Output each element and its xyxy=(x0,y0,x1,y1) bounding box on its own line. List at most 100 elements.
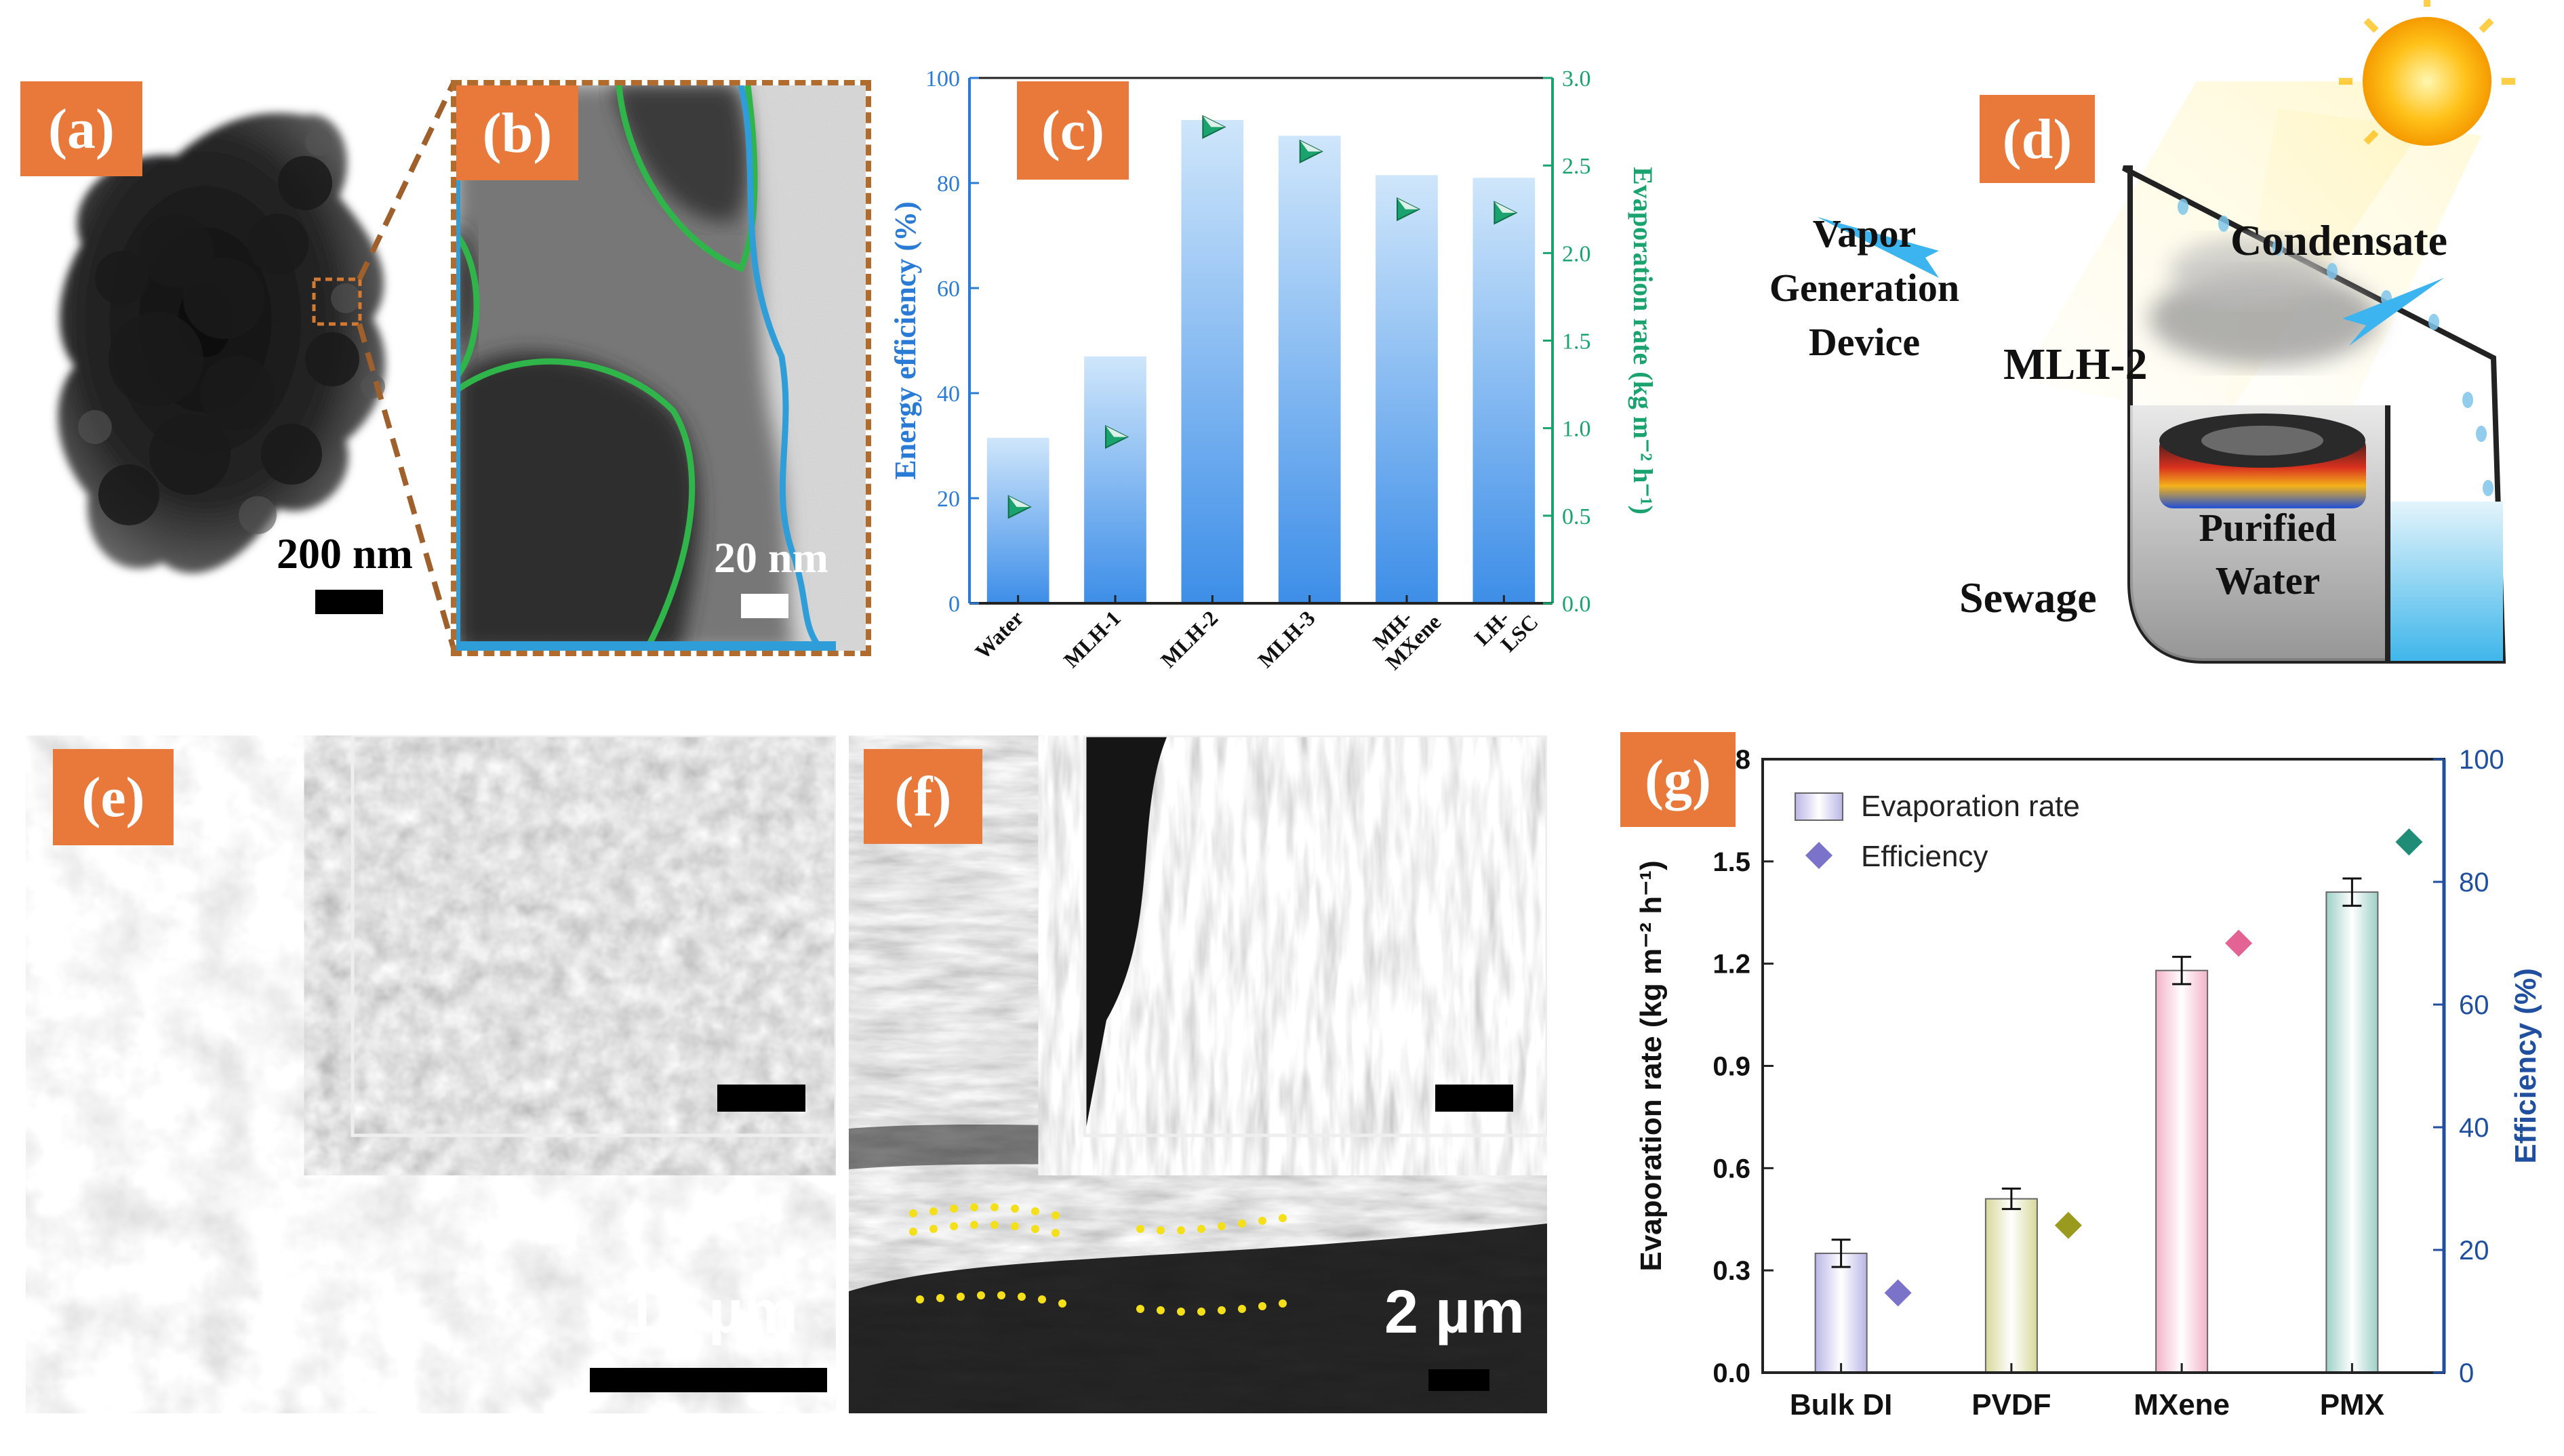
legend-swatch-efficiency xyxy=(1805,842,1832,869)
panel-c: 0 20 40 60 80 100 0.0 0.5 1.0 1.5 2.0 2.5 3.0 Water ML… xyxy=(881,61,1668,712)
tem-overview-image xyxy=(20,75,441,671)
marker-highlight xyxy=(1494,201,1517,213)
panel-label-c: (c) xyxy=(1017,81,1129,180)
marker-efficiency xyxy=(2225,929,2253,957)
y-axis-label-left: Evaporation rate (kg m⁻² h⁻¹) xyxy=(1635,860,1668,1271)
bar-energy-efficiency xyxy=(1278,136,1341,603)
bar-evaporation-rate xyxy=(1814,1253,1868,1373)
x-tick-label-line: MLH-3 xyxy=(1253,605,1319,672)
y-tick-label-left: 0.0 xyxy=(1712,1358,1750,1388)
evaporation-device-schematic xyxy=(1817,0,2515,664)
y-tick-label-left: 40 xyxy=(937,382,960,407)
y-axis-label-right: Efficiency (%) xyxy=(2509,968,2542,1164)
panel-label-a: (a) xyxy=(20,81,142,176)
marker-highlight xyxy=(1008,496,1030,507)
y-tick-label-right: 0.0 xyxy=(1562,592,1591,617)
vapor-line-1: Vapor xyxy=(1812,211,1917,256)
x-tick-label-line: Water xyxy=(970,605,1028,664)
y-tick-label-right: 2.0 xyxy=(1562,241,1591,266)
scale-bar-label-e: 10 µm xyxy=(624,1278,798,1346)
marker-highlight xyxy=(1397,198,1419,209)
y-tick-label-left: 20 xyxy=(937,487,960,512)
panel-label-f: (f) xyxy=(864,749,982,844)
y-tick-label-right: 1.0 xyxy=(1562,417,1591,442)
x-tick-label: MLH-1 xyxy=(1059,605,1125,672)
x-tick-label: MXene xyxy=(2134,1388,2230,1421)
bar-energy-efficiency xyxy=(1181,120,1244,603)
panel-a: (a) 200 nm xyxy=(20,75,441,671)
x-tick-label-line: MLH-2 xyxy=(1156,605,1222,672)
x-tick-label: Water xyxy=(970,605,1028,664)
bar-evaporation-rate xyxy=(1984,1198,2038,1373)
sun-icon xyxy=(2363,17,2491,146)
y-tick-label-left: 0 xyxy=(948,592,960,617)
chart-g: 0.00.30.60.91.21.51.8020406080100Bulk DI… xyxy=(1635,745,2542,1421)
panel-e: (e) 10 µm xyxy=(26,735,836,1413)
chart-c: 0 20 40 60 80 100 0.0 0.5 1.0 1.5 2.0 2.5 3.0 Water ML… xyxy=(889,66,1658,674)
y-tick-label-left: 60 xyxy=(937,277,960,302)
purified-line-2: Water xyxy=(2215,559,2321,603)
marker-efficiency xyxy=(2054,1211,2082,1239)
sem-surface-image xyxy=(26,735,836,1413)
panel-g: 0.00.30.60.91.21.51.8020406080100Bulk DI… xyxy=(1620,705,2564,1456)
scale-bar-label-a: 200 nm xyxy=(277,529,413,578)
condensate-label: Condensate xyxy=(2230,216,2448,264)
y-axis-label-left: Energy efficiency (%) xyxy=(889,201,922,480)
y-tick-label-left: 100 xyxy=(925,66,960,92)
layer-boundary-dots xyxy=(909,1203,1287,1316)
vapor-generation-label: Vapor Generation Device xyxy=(1742,207,1986,369)
y-tick-label-left: 0.9 xyxy=(1712,1052,1750,1082)
purified-water-label: Purified Water xyxy=(2190,502,2346,607)
y-tick-label-left: 80 xyxy=(937,171,960,197)
vapor-line-3: Device xyxy=(1808,320,1921,364)
marker-highlight xyxy=(1300,140,1322,152)
y-tick-label-left: 0.6 xyxy=(1712,1154,1750,1184)
legend-label-efficiency: Efficiency xyxy=(1861,840,1988,873)
bar-energy-efficiency xyxy=(1084,356,1146,603)
x-tick-label: MLH-2 xyxy=(1156,605,1222,672)
sem-cross-section-image xyxy=(849,735,1547,1413)
x-tick-label: MLH-3 xyxy=(1253,605,1319,672)
y-tick-label-right: 1.5 xyxy=(1562,329,1591,355)
y-tick-label-left: 0.3 xyxy=(1712,1256,1750,1286)
purified-line-1: Purified xyxy=(2199,506,2337,550)
panel-d: (d) Vapor Generation Device Condensate M… xyxy=(1668,0,2564,685)
bar-energy-efficiency xyxy=(1376,175,1438,603)
y-tick-label-left: 1.5 xyxy=(1712,847,1750,877)
bar-energy-efficiency xyxy=(1473,178,1536,603)
marker-highlight xyxy=(1106,426,1127,437)
y-axis-label-right: Evaporation rate (kg m⁻² h⁻¹) xyxy=(1628,167,1658,514)
y-tick-label-right: 2.5 xyxy=(1562,154,1591,179)
y-tick-label-left: 1.2 xyxy=(1712,950,1750,979)
panel-b: (b) 20 nm xyxy=(451,80,871,656)
y-tick-label-right: 3.0 xyxy=(1562,66,1591,92)
marker-efficiency xyxy=(1884,1279,1912,1307)
y-tick-label-right: 80 xyxy=(2459,868,2489,897)
x-tick-label: MH-MXene xyxy=(1365,593,1446,674)
panel-f: (f) 2 µm xyxy=(849,735,1547,1413)
y-tick-label-right: 0.5 xyxy=(1562,504,1591,529)
bar-evaporation-rate xyxy=(2325,891,2379,1374)
marker-efficiency xyxy=(2395,828,2423,856)
x-tick-label-line: MLH-1 xyxy=(1059,605,1125,672)
scale-bar-label-b: 20 nm xyxy=(714,533,828,582)
x-tick-label: Bulk DI xyxy=(1790,1388,1893,1421)
y-tick-label-right: 100 xyxy=(2459,745,2504,775)
legend-label-evaporation-rate: Evaporation rate xyxy=(1861,790,2080,823)
bar-evaporation-rate xyxy=(2155,969,2209,1373)
y-tick-label-right: 60 xyxy=(2459,990,2489,1020)
panel-label-b: (b) xyxy=(456,85,578,180)
legend-swatch-evaporation-rate xyxy=(1795,792,1843,821)
panel-label-d: (d) xyxy=(1980,95,2095,183)
bar-energy-efficiency xyxy=(986,437,1049,603)
y-tick-label-right: 40 xyxy=(2459,1113,2489,1143)
scale-bar-label-f: 2 µm xyxy=(1384,1278,1525,1346)
sewage-label: Sewage xyxy=(1959,573,2097,622)
vapor-line-2: Generation xyxy=(1769,266,1960,310)
x-tick-label: PVDF xyxy=(1971,1388,2051,1421)
y-tick-label-right: 20 xyxy=(2459,1236,2489,1266)
panel-label-e: (e) xyxy=(53,749,174,845)
panel-label-g: (g) xyxy=(1620,732,1736,827)
y-tick-label-right: 0 xyxy=(2459,1358,2474,1388)
